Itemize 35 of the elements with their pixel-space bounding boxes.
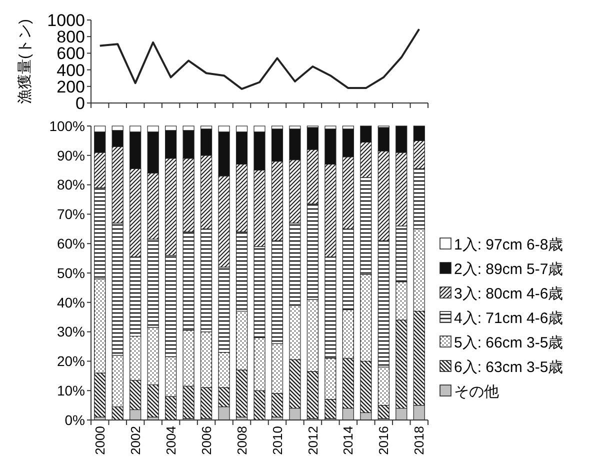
- y-tick-label: 100%: [49, 118, 85, 134]
- y-tick-label: 40%: [56, 294, 85, 310]
- y-tick-label: 800: [56, 28, 85, 47]
- x-tick-label: 2004: [163, 426, 178, 455]
- y-tick-label: 600: [56, 44, 85, 64]
- y-tick-label: 70%: [56, 206, 85, 222]
- x-tick-label: 2012: [305, 426, 320, 455]
- y-tick-label: 0%: [64, 412, 85, 428]
- y-axis-title: 漁獲量(トン): [16, 19, 34, 104]
- y-tick-label: 20%: [56, 353, 85, 370]
- x-tick-label: 2018: [412, 426, 427, 455]
- x-tick-label: 2014: [340, 426, 356, 455]
- legend-label: 3入: 80cm 4-6歳: [454, 285, 564, 302]
- x-tick-label: 2000: [92, 426, 108, 455]
- x-tick-label: 2006: [198, 426, 214, 455]
- x-tick-label: 2008: [234, 426, 250, 455]
- legend-label: 2入: 89cm 5-7歳: [454, 260, 564, 278]
- y-tick-label: 50%: [56, 264, 85, 281]
- y-tick-label: 80%: [56, 176, 85, 193]
- legend-label: 6入: 63cm 3-5歳: [454, 358, 564, 376]
- y-tick-label: 30%: [56, 324, 85, 340]
- legend-label: その他: [454, 383, 499, 400]
- legend-label: 5入: 66cm 3-5歳: [454, 334, 564, 352]
- x-tick-label: 2002: [128, 426, 143, 455]
- legend-label: 1入: 97cm 6-8歳: [454, 236, 564, 254]
- x-tick-label: 2016: [376, 426, 392, 455]
- x-tick-label: 2010: [270, 426, 285, 455]
- y-tick-label: 90%: [56, 147, 85, 164]
- y-tick-label: 0: [76, 94, 85, 113]
- legend-label: 4入: 71cm 4-6歳: [454, 310, 564, 327]
- y-tick-label: 1000: [47, 10, 85, 30]
- y-tick-label: 400: [56, 60, 85, 80]
- y-tick-label: 200: [56, 77, 85, 96]
- y-tick-label: 10%: [56, 382, 85, 398]
- y-tick-label: 60%: [56, 236, 85, 252]
